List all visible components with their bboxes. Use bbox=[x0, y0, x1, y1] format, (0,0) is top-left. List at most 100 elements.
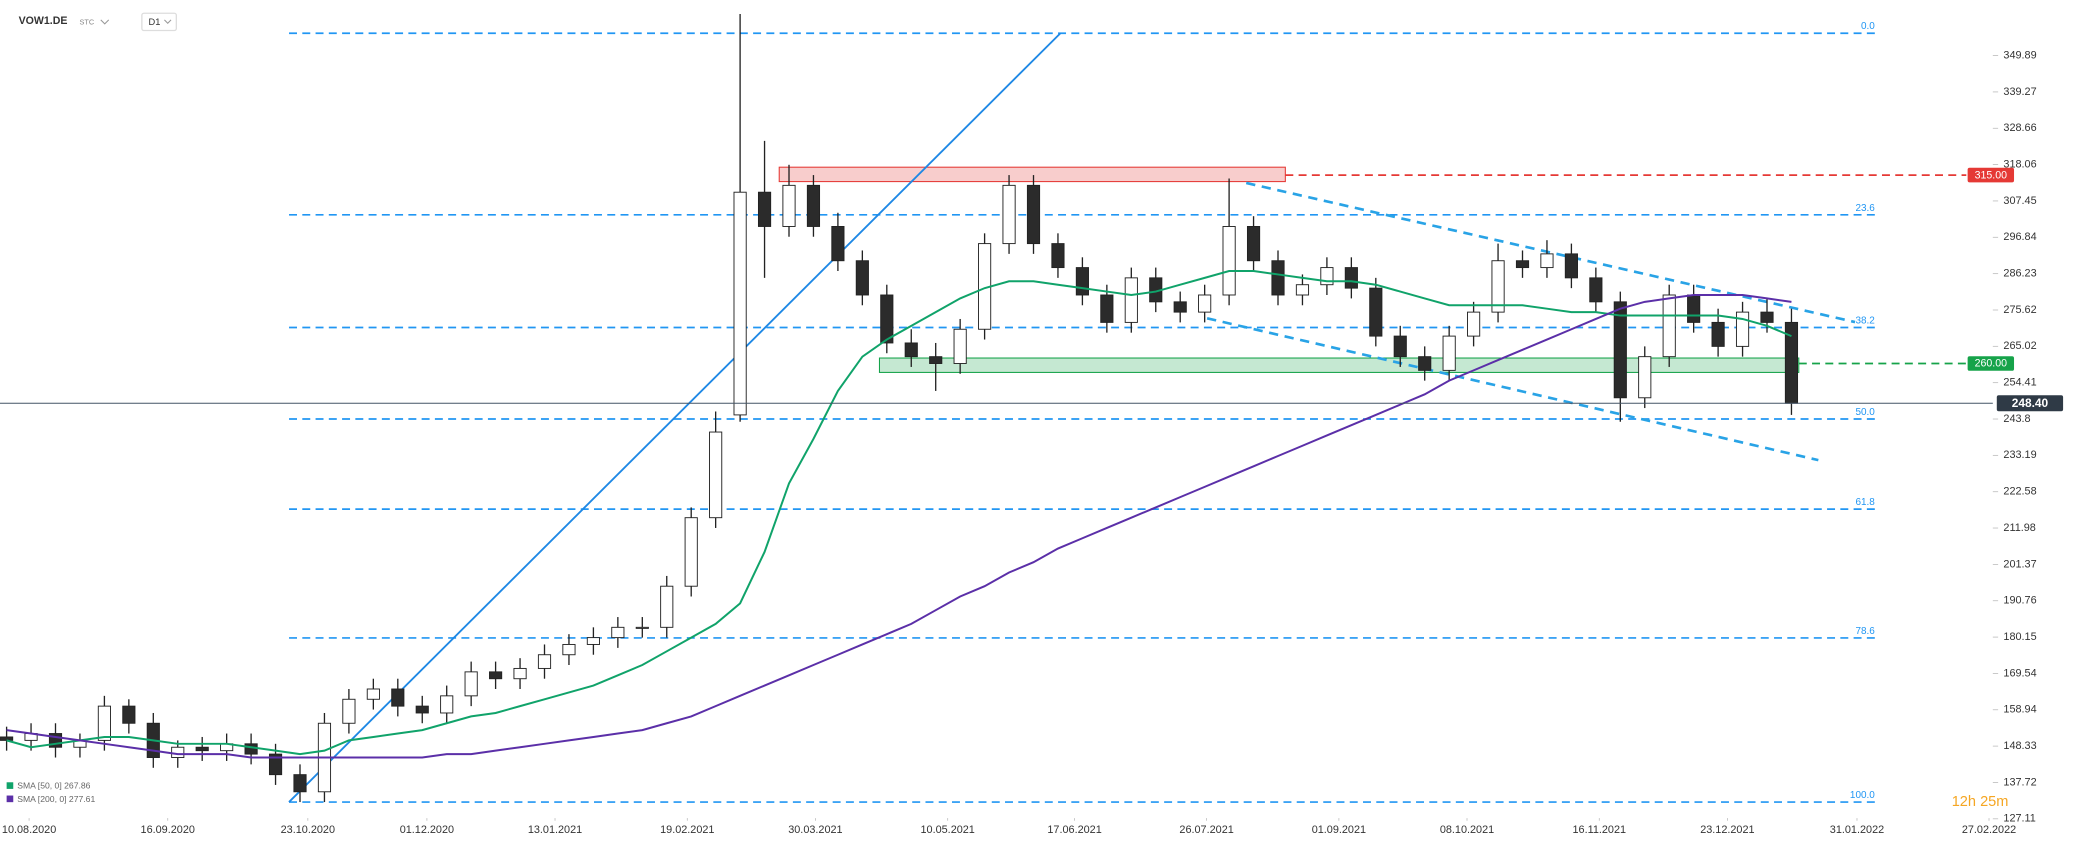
candle-body bbox=[1687, 294, 1701, 323]
x-tick-label: 16.09.2020 bbox=[141, 824, 195, 836]
candle-body bbox=[880, 294, 894, 344]
y-tick-label: 222.58 bbox=[2003, 486, 2036, 498]
candle-body bbox=[806, 184, 821, 227]
y-tick-label: 180.15 bbox=[2003, 631, 2036, 643]
fib-label: 78.6 bbox=[1855, 626, 1875, 637]
candle-body bbox=[1198, 294, 1212, 313]
x-tick-label: 08.10.2021 bbox=[1440, 824, 1494, 836]
candle-body bbox=[1418, 356, 1432, 371]
candle-body bbox=[1271, 260, 1285, 296]
sma-line bbox=[6, 293, 1792, 759]
candle-body bbox=[1173, 301, 1187, 313]
fib-label: 23.6 bbox=[1855, 203, 1875, 214]
candle-body bbox=[855, 260, 869, 296]
fib-label: 100.0 bbox=[1850, 790, 1875, 801]
y-tick-label: 211.98 bbox=[2003, 522, 2035, 534]
y-tick-label: 339.27 bbox=[2003, 86, 2036, 98]
candle-body bbox=[1515, 260, 1530, 269]
candle-body bbox=[244, 743, 258, 755]
interval[interactable]: D1 bbox=[149, 17, 161, 27]
countdown: 12h 25m bbox=[1952, 794, 2009, 810]
candle-body bbox=[757, 191, 772, 227]
candle-body bbox=[342, 698, 356, 724]
fib-label: 50.0 bbox=[1855, 407, 1875, 418]
candle-body bbox=[1540, 253, 1554, 269]
candle-body bbox=[1002, 184, 1016, 245]
y-tick-label: 127.11 bbox=[2003, 813, 2035, 825]
y-tick-label: 328.66 bbox=[2003, 122, 2036, 134]
y-tick-label: 296.84 bbox=[2003, 231, 2036, 243]
x-tick-label: 26.07.2021 bbox=[1179, 824, 1233, 836]
candle-body bbox=[904, 342, 918, 358]
level-label: 260.00 bbox=[1975, 358, 2008, 370]
y-tick-label: 233.19 bbox=[2003, 449, 2036, 461]
x-tick-label: 23.12.2021 bbox=[1700, 824, 1754, 836]
y-tick-label: 318.06 bbox=[2003, 158, 2036, 170]
level-box bbox=[1967, 167, 2015, 183]
x-tick-label: 10.08.2020 bbox=[2, 824, 56, 836]
zone bbox=[878, 357, 1800, 373]
y-tick-label: 265.02 bbox=[2003, 340, 2036, 352]
x-tick-label: 23.10.2020 bbox=[281, 824, 335, 836]
zone bbox=[778, 166, 1286, 183]
candle-body bbox=[1662, 294, 1676, 358]
candle-body bbox=[953, 328, 967, 364]
candle-body bbox=[1760, 311, 1774, 323]
trendline bbox=[1245, 181, 1856, 324]
plot: 0.0 23.6 38.2 50.0 61.8 78.6 100.0 bbox=[0, 14, 1967, 803]
y-tick-label: 148.33 bbox=[2003, 740, 2036, 752]
candle-body bbox=[562, 643, 576, 656]
candle-body bbox=[1026, 184, 1041, 245]
x-tick-label: 30.03.2021 bbox=[788, 824, 842, 836]
y-tick-label: 286.23 bbox=[2003, 268, 2036, 280]
dropdown-icon[interactable] bbox=[100, 19, 110, 25]
x-tick-label: 19.02.2021 bbox=[660, 824, 714, 836]
candle-body bbox=[97, 705, 111, 741]
legend-label: SMA [50, 0] 267.86 bbox=[17, 781, 90, 791]
candle-body bbox=[195, 746, 209, 752]
candle-body bbox=[122, 705, 136, 724]
y-tick-label: 169.54 bbox=[2003, 667, 2036, 679]
candle-body bbox=[391, 688, 405, 707]
x-tick-label: 10.05.2021 bbox=[921, 824, 975, 836]
candle-body bbox=[293, 774, 307, 793]
x-tick-label: 16.11.2021 bbox=[1573, 824, 1627, 836]
x-tick-label: 17.06.2021 bbox=[1047, 824, 1101, 836]
candle-body bbox=[586, 637, 600, 645]
x-tick-label: 13.01.2021 bbox=[528, 824, 582, 836]
candle-body bbox=[513, 667, 527, 680]
x-tick-label: 01.12.2020 bbox=[400, 824, 454, 836]
candle-body bbox=[415, 705, 429, 714]
level-label: 315.00 bbox=[1975, 169, 2008, 181]
candle-body bbox=[489, 671, 503, 680]
candle-body bbox=[684, 517, 698, 587]
candle-body bbox=[709, 431, 723, 519]
x-tick-label: 31.01.2022 bbox=[1830, 824, 1884, 836]
dropdown-icon[interactable] bbox=[164, 19, 172, 24]
x-tick-label: 01.09.2021 bbox=[1312, 824, 1366, 836]
candle-body bbox=[268, 753, 283, 776]
last-price-box bbox=[1996, 395, 2064, 412]
interval-box[interactable] bbox=[141, 12, 178, 32]
candle-body bbox=[782, 184, 796, 227]
fib-label: 38.2 bbox=[1855, 316, 1875, 327]
y-tick-label: 275.62 bbox=[2003, 304, 2036, 316]
candle-body bbox=[1222, 226, 1236, 296]
candle-body bbox=[1613, 301, 1627, 399]
candle-body bbox=[1344, 267, 1358, 289]
candle-body bbox=[1051, 243, 1065, 269]
candle-body bbox=[1491, 260, 1505, 313]
trendline bbox=[288, 32, 1062, 803]
y-tick-label: 254.41 bbox=[2003, 377, 2036, 389]
candle-body bbox=[1638, 356, 1652, 399]
candle-body bbox=[0, 736, 14, 741]
fib-label: 0.0 bbox=[1861, 21, 1875, 32]
candle-body bbox=[440, 695, 454, 714]
symbol[interactable]: VOW1.DE bbox=[19, 15, 68, 27]
trendline bbox=[1206, 316, 1819, 462]
legend-swatch bbox=[6, 782, 14, 789]
candle-body bbox=[1564, 253, 1578, 279]
sma-line bbox=[6, 270, 1792, 756]
